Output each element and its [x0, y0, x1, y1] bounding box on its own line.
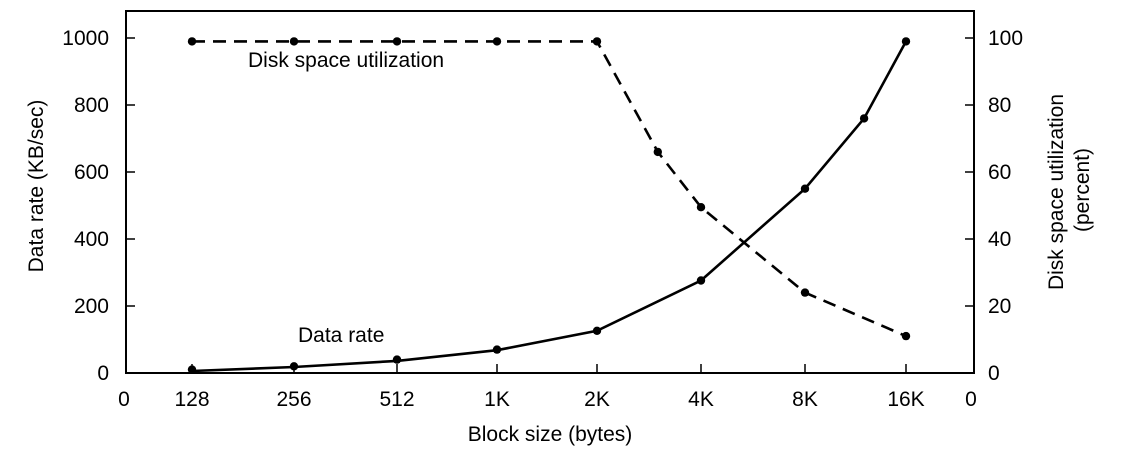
y-right-tick-label: 40 [988, 228, 1011, 251]
disk-utilization-point [800, 288, 810, 297]
y-right-tick-label: 20 [988, 295, 1011, 318]
data-rate-point [859, 114, 869, 123]
series-group: Data rate Disk space utilization [187, 37, 911, 374]
x-tick-label: 2K [584, 388, 610, 411]
disk-utilization-point [901, 331, 911, 341]
axis-titles: Block size (bytes) Data rate (KB/sec) Disk… [25, 94, 1094, 446]
data-rate-point [492, 345, 502, 354]
y-left-tick-label: 600 [74, 161, 109, 184]
x-tick-label: 16K [887, 388, 924, 411]
y-left-axis-title: Data rate (KB/sec) [25, 100, 48, 273]
data-rate-line [191, 40, 908, 373]
y-right-tick-label: 80 [988, 94, 1011, 117]
y-left-tick-label: 200 [74, 295, 109, 318]
x-tick-label: 0 [965, 388, 977, 411]
disk-utilization-series-label: Disk space utilization [248, 49, 444, 72]
disk-utilization-point [653, 147, 662, 157]
y-left-tick-label: 800 [74, 94, 109, 117]
data-rate-point [392, 355, 402, 364]
disk-utilization-point [289, 37, 299, 46]
y-right-tick-label: 60 [988, 161, 1011, 184]
x-tick-label: 8K [792, 388, 818, 411]
data-rate-point [187, 365, 197, 374]
x-tick-label: 256 [276, 388, 311, 411]
disk-utilization-line [192, 40, 907, 338]
disk-utilization-point [492, 37, 502, 46]
y-right-tick-label: 100 [988, 27, 1023, 50]
y-left-tick-label: 0 [97, 362, 109, 385]
data-rate-series-label: Data rate [298, 324, 384, 347]
x-tick-label: 0 [118, 388, 130, 411]
data-rate-point [696, 276, 706, 285]
data-rate-point [901, 37, 911, 46]
axis-ticks [126, 37, 974, 374]
disk-utilization-point [392, 37, 402, 46]
x-tick-label: 512 [379, 388, 414, 411]
y-right-tick-label: 0 [988, 362, 1000, 385]
x-axis-title: Block size (bytes) [468, 423, 633, 446]
disk-utilization-point [696, 203, 706, 212]
y-left-tick-label: 1000 [62, 27, 109, 50]
y-right-axis-title-line2: (percent) [1071, 148, 1094, 232]
x-tick-label: 4K [688, 388, 714, 411]
data-rate-point [800, 184, 810, 193]
disk-utilization-point [592, 37, 602, 46]
y-right-axis-title-line1: Disk space utilization [1045, 94, 1068, 290]
axes-frame [125, 10, 975, 374]
data-rate-point [592, 326, 602, 335]
plot-frame [125, 10, 975, 374]
disk-utilization-point [187, 37, 197, 46]
x-tick-label: 128 [174, 388, 209, 411]
x-tick-label: 1K [484, 388, 510, 411]
y-left-tick-label: 400 [74, 228, 109, 251]
data-rate-point [289, 362, 299, 371]
